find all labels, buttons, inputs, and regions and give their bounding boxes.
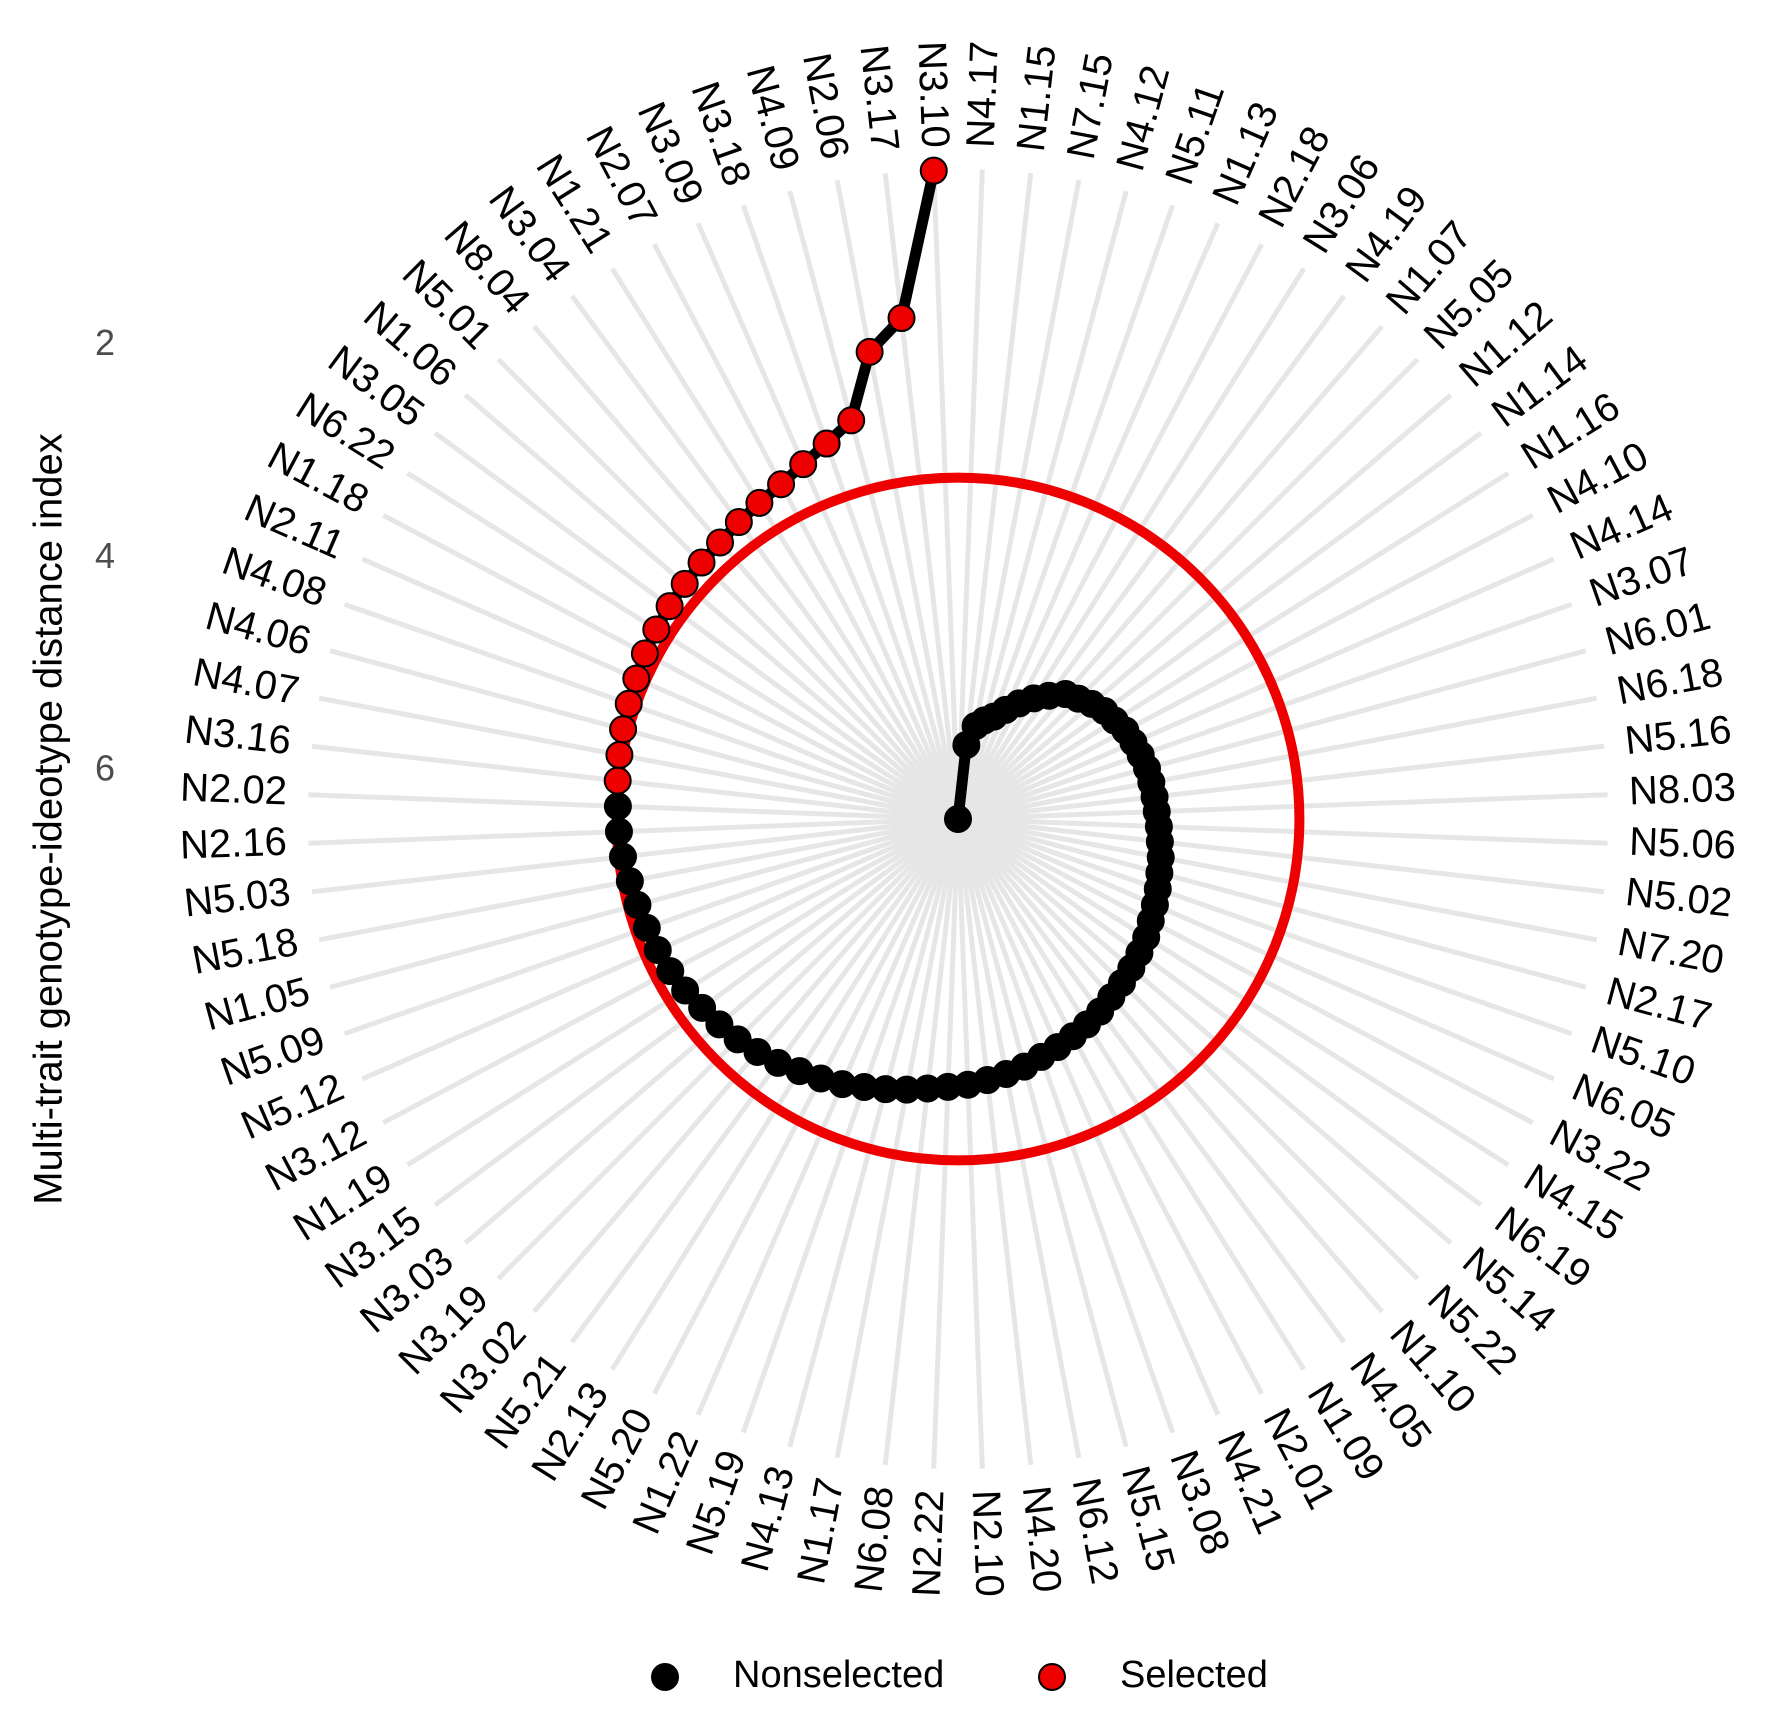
category-label: N6.12 <box>1064 1474 1127 1587</box>
category-label: N8.03 <box>1628 765 1736 813</box>
spoke <box>958 515 1533 819</box>
spoke <box>958 819 1533 1123</box>
point <box>617 868 643 894</box>
legend-label: Nonselected <box>733 1654 944 1696</box>
point <box>606 742 632 768</box>
category-label: N4.07 <box>190 650 303 713</box>
point <box>624 892 650 918</box>
spoke <box>498 359 958 819</box>
point <box>616 691 642 717</box>
point <box>889 305 915 331</box>
point <box>632 641 658 667</box>
point <box>921 158 947 184</box>
category-label: N2.22 <box>904 1489 952 1597</box>
category-label: N5.16 <box>1623 708 1734 764</box>
spoke <box>958 819 1262 1394</box>
category-label: N4.20 <box>1014 1484 1070 1595</box>
category-label: N1.17 <box>789 1474 852 1587</box>
y-tick-label: 6 <box>95 748 115 789</box>
y-axis-title: Multi-trait genotype-ideotype distance i… <box>27 433 71 1205</box>
point <box>623 666 649 692</box>
category-label: N2.16 <box>179 820 287 868</box>
point <box>707 529 733 555</box>
point <box>746 490 772 516</box>
point <box>945 806 971 832</box>
category-label: N5.02 <box>1623 870 1734 926</box>
y-tick-label: 2 <box>95 322 115 363</box>
category-label: N3.16 <box>182 708 293 764</box>
y-tick-label: 4 <box>95 535 115 576</box>
point <box>606 819 632 845</box>
spoke <box>958 819 1418 1279</box>
spoke <box>654 819 958 1394</box>
point <box>838 407 864 433</box>
point <box>672 571 698 597</box>
category-label: N6.18 <box>1613 650 1726 713</box>
spoke <box>383 515 958 819</box>
point <box>657 593 683 619</box>
point <box>610 844 636 870</box>
category-label: N2.02 <box>179 765 287 813</box>
legend-marker <box>1039 1664 1065 1690</box>
point <box>605 793 631 819</box>
category-label: N6.08 <box>847 1484 903 1595</box>
point <box>610 716 636 742</box>
point <box>814 431 840 457</box>
category-label: N1.15 <box>1009 43 1065 154</box>
spoke <box>654 244 958 819</box>
category-label: N3.10 <box>909 40 957 148</box>
category-label: N4.17 <box>959 40 1007 148</box>
category-label: N2.10 <box>964 1489 1012 1597</box>
category-label: N5.03 <box>182 870 293 926</box>
point <box>689 550 715 576</box>
point <box>605 768 631 794</box>
point <box>857 339 883 365</box>
point <box>768 471 794 497</box>
point <box>643 616 669 642</box>
legend-label: Selected <box>1120 1654 1268 1696</box>
point <box>726 509 752 535</box>
category-label: N3.17 <box>851 43 907 154</box>
spoke <box>958 359 1418 819</box>
category-label: N5.06 <box>1628 820 1736 868</box>
legend-marker <box>652 1664 678 1690</box>
point <box>790 451 816 477</box>
